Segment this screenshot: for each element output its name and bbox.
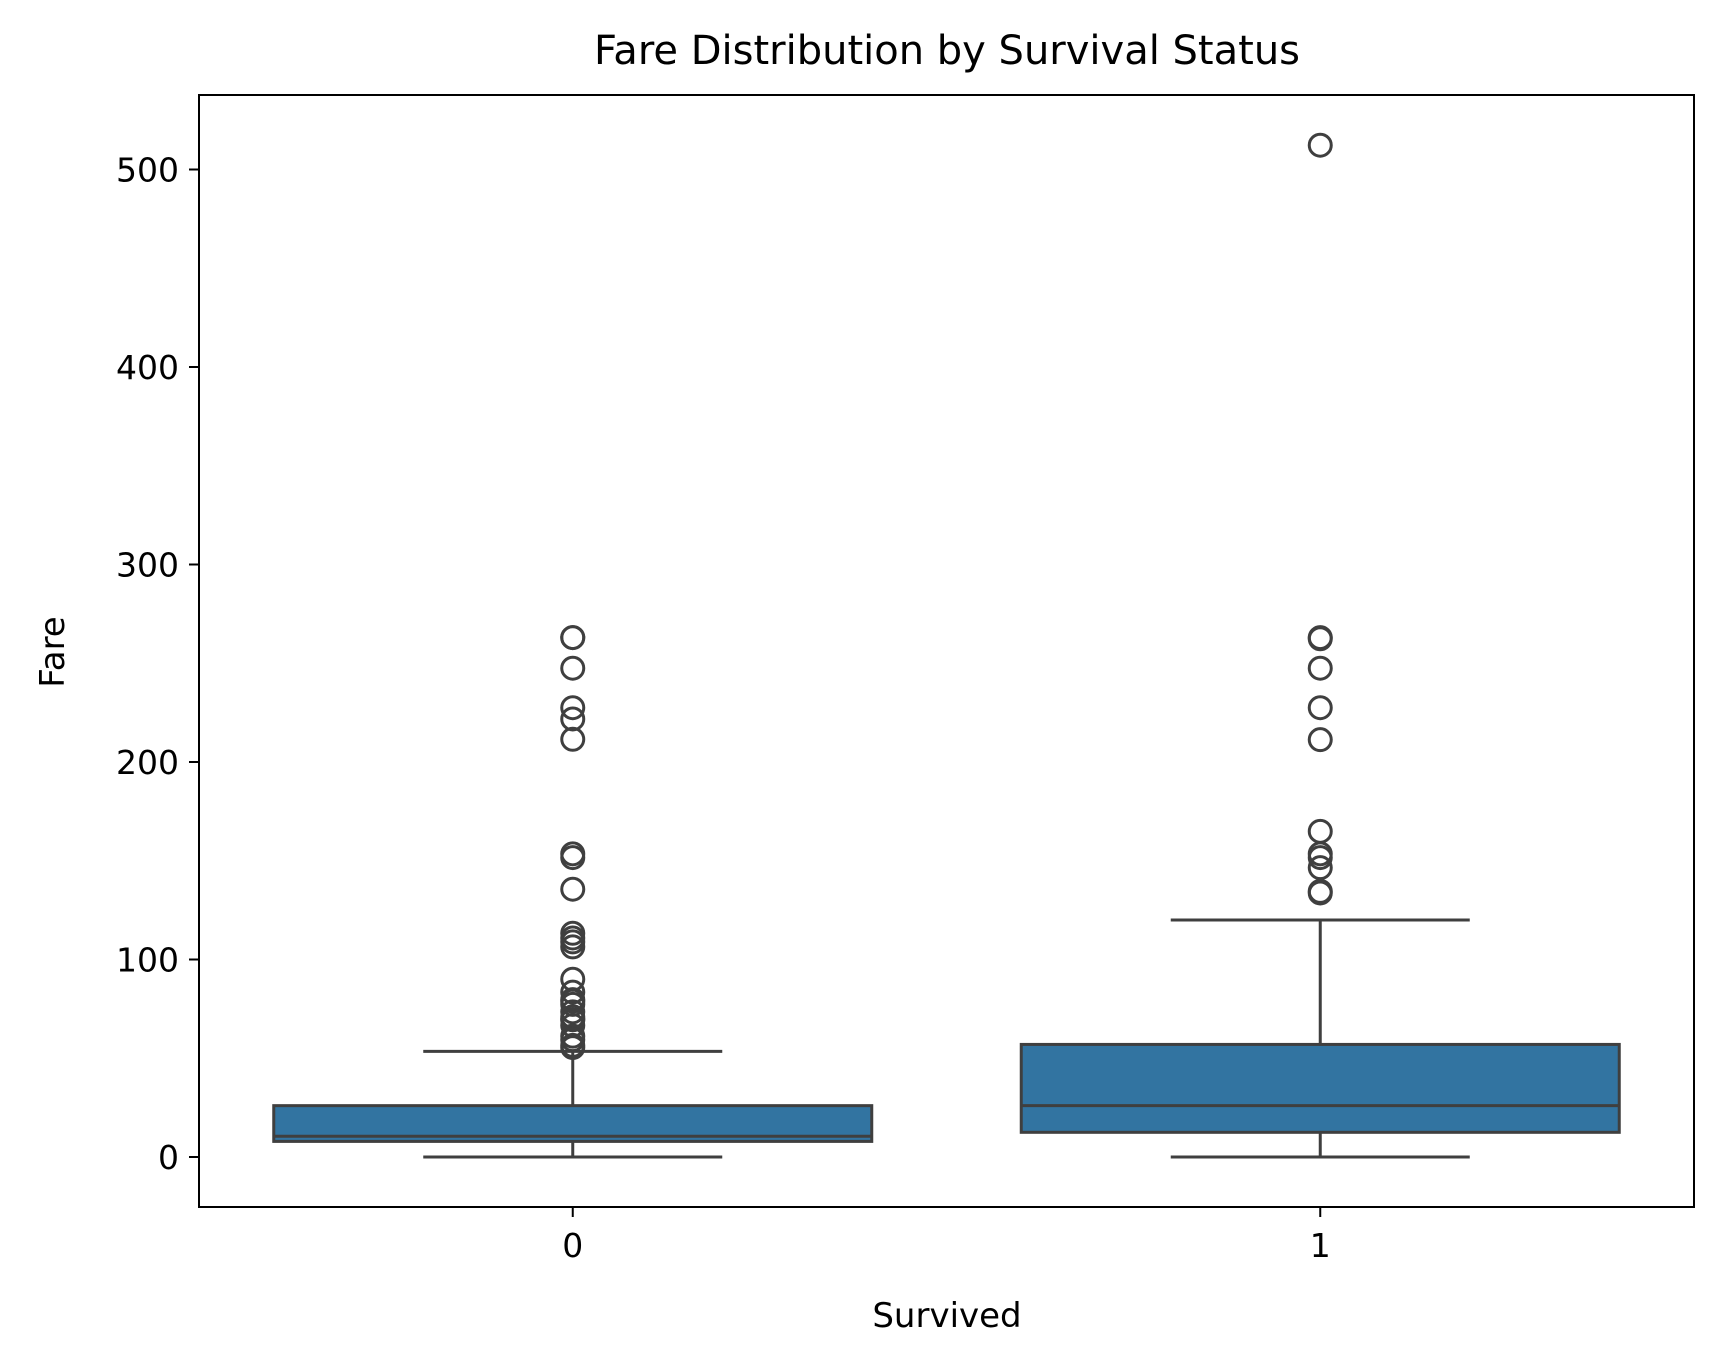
y-axis-label: Fare [33,616,73,687]
outlier-point [560,706,586,732]
y-tick-label: 0 [158,1138,179,1177]
outlier-point [560,726,586,752]
outlier-point [560,845,586,871]
outlier-point [560,625,586,651]
outlier-point [1307,655,1333,681]
outlier-point [1307,132,1333,158]
outlier-point [560,655,586,681]
y-tick-label: 300 [116,546,179,585]
box-group-1 [1019,132,1621,1159]
outlier-point [560,966,586,992]
chart-title: Fare Distribution by Survival Status [594,28,1300,74]
x-axis-label: Survived [872,1296,1021,1336]
plot-area [272,132,1621,1159]
y-axis: 0 100 200 300 400 500 [116,151,199,1177]
y-tick-label: 200 [116,743,179,782]
x-tick-label: 1 [1310,1226,1331,1265]
outlier-point [1307,880,1333,906]
outlier-point [1307,855,1333,881]
outlier-point [560,979,586,1005]
box-group-0 [272,625,874,1159]
outlier-point [1307,818,1333,844]
x-tick-label: 0 [562,1226,583,1265]
y-tick-label: 500 [116,151,179,190]
y-tick-label: 400 [116,348,179,387]
outlier-point [1307,695,1333,721]
outlier-point [1307,845,1333,871]
outlier-point [1307,626,1333,652]
plot-frame [198,94,1695,1208]
y-tick-label: 100 [116,941,179,980]
outlier-point [1307,727,1333,753]
iqr-box [1019,1042,1621,1134]
outlier-point [560,876,586,902]
outlier-point [560,695,586,721]
outlier-point [560,1035,586,1061]
outlier-point [560,934,586,960]
